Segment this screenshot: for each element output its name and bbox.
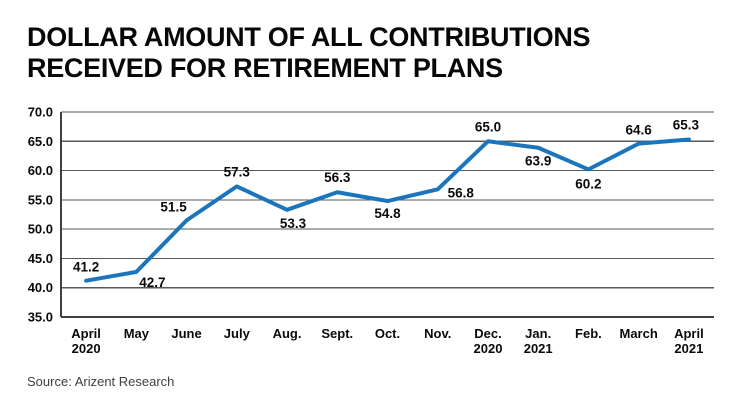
x-tick-label: Jan. 2021	[524, 326, 553, 356]
x-tick-label: Aug.	[273, 326, 302, 341]
data-label: 41.2	[73, 260, 99, 275]
y-tick-label: 35.0	[28, 310, 53, 325]
y-tick-label: 50.0	[28, 222, 53, 237]
chart-title: DOLLAR AMOUNT OF ALL CONTRIBUTIONS RECEI…	[27, 22, 591, 84]
source-note: Source: Arizent Research	[27, 374, 175, 389]
x-tick-label: Sept.	[321, 326, 353, 341]
x-tick-label: April 2020	[71, 326, 101, 356]
x-tick-label: March	[620, 326, 658, 341]
data-label: 53.3	[280, 216, 307, 231]
y-tick-label: 55.0	[28, 192, 53, 207]
data-label: 42.7	[139, 275, 165, 290]
data-label: 56.3	[324, 170, 351, 185]
chart-title-line-1: DOLLAR AMOUNT OF ALL CONTRIBUTIONS	[27, 22, 591, 52]
x-tick-label: July	[224, 326, 251, 341]
data-label: 57.3	[224, 164, 251, 179]
data-label: 63.9	[525, 154, 551, 169]
x-tick-label: Feb.	[575, 326, 602, 341]
y-tick-label: 45.0	[28, 251, 53, 266]
data-label: 54.8	[374, 206, 401, 221]
x-tick-label: May	[124, 326, 150, 341]
x-tick-label: Oct.	[375, 326, 400, 341]
x-tick-label: Dec. 2020	[474, 326, 503, 356]
data-label: 51.5	[160, 199, 187, 214]
data-label: 65.3	[673, 118, 700, 133]
y-tick-label: 65.0	[28, 134, 53, 149]
x-tick-label: Nov.	[424, 326, 451, 341]
x-tick-label: April 2021	[674, 326, 704, 356]
data-label: 56.8	[448, 185, 475, 200]
y-tick-label: 60.0	[28, 163, 53, 178]
y-tick-label: 40.0	[28, 280, 53, 295]
data-label: 64.6	[626, 123, 653, 138]
chart-title-line-2: RECEIVED FOR RETIREMENT PLANS	[27, 53, 503, 83]
data-label: 60.2	[575, 176, 601, 191]
y-tick-label: 70.0	[28, 105, 53, 120]
trend-line	[84, 137, 691, 283]
x-tick-label: June	[171, 326, 201, 341]
data-label: 65.0	[475, 119, 501, 134]
